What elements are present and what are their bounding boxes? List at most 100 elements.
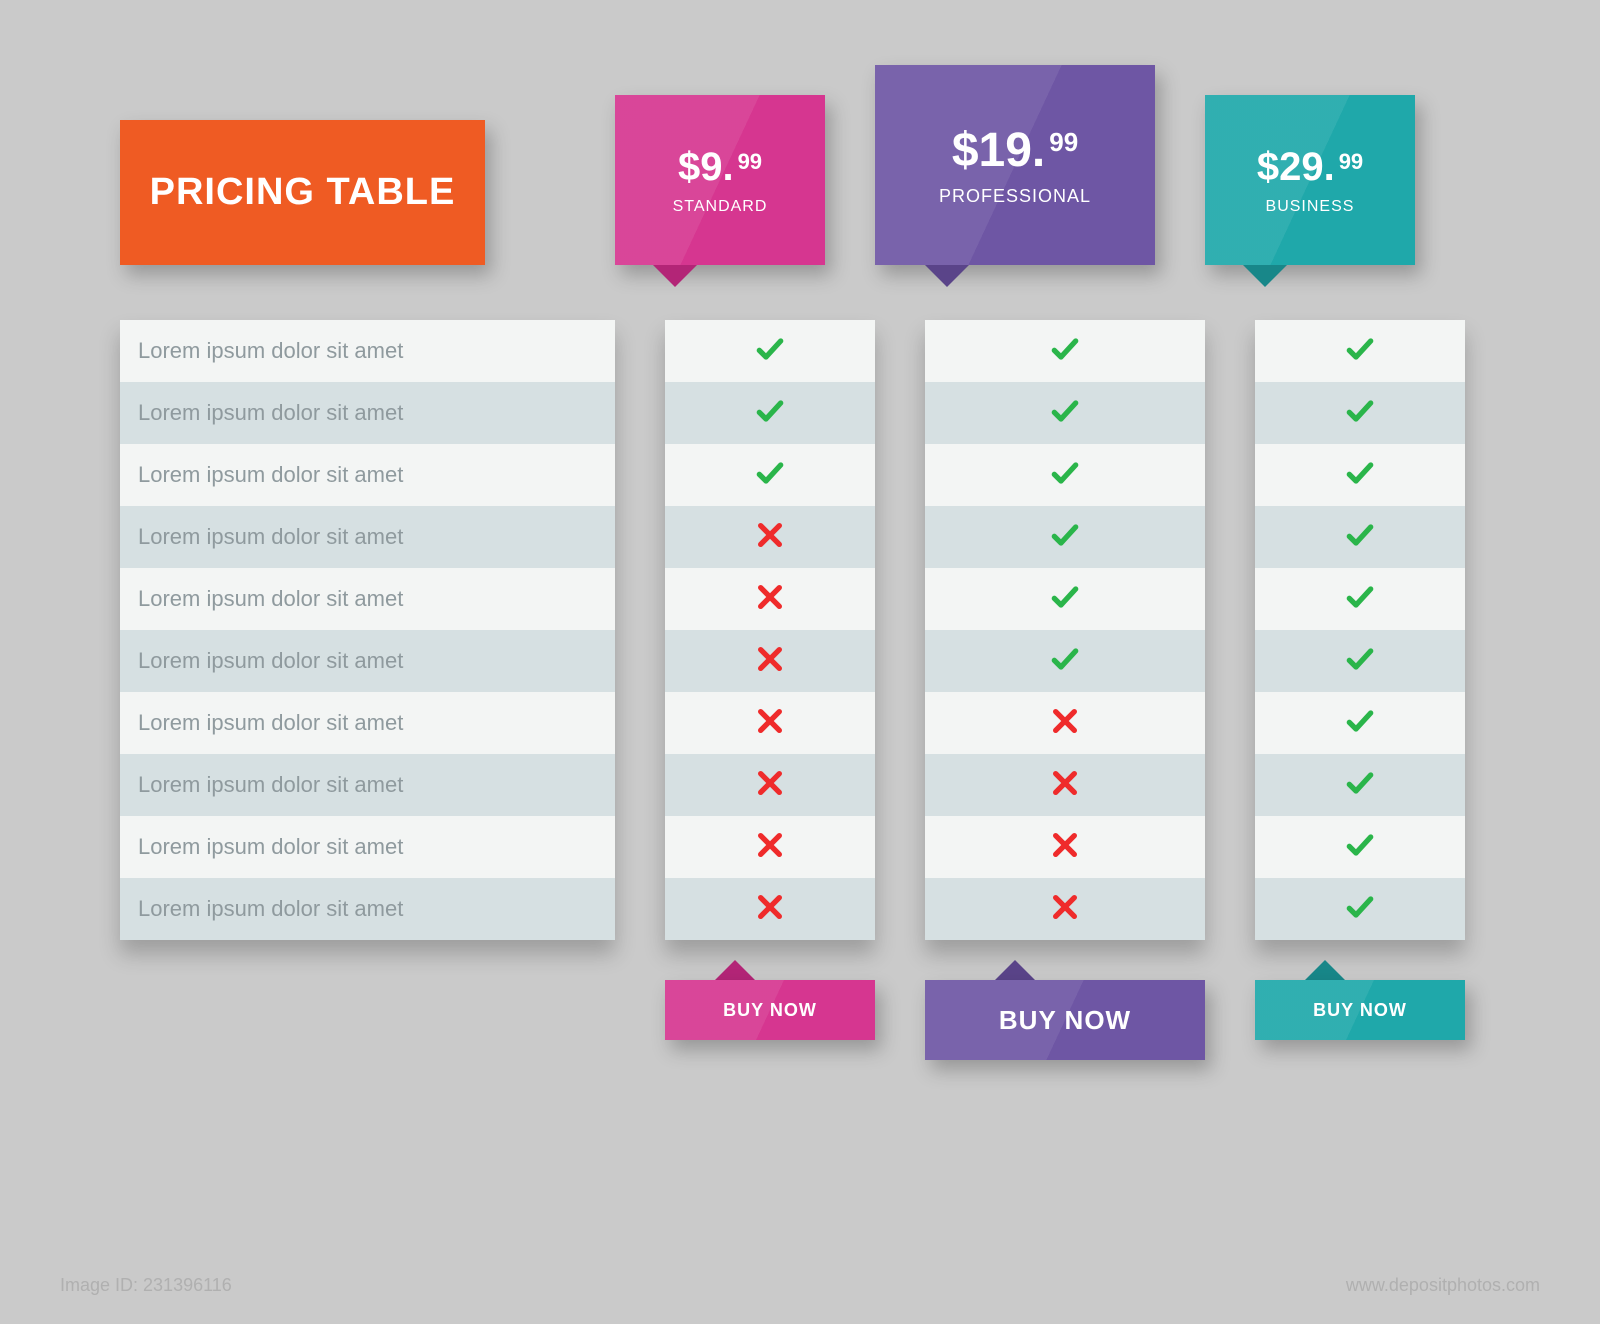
price-main: $9. [678,145,734,190]
check-icon [1344,829,1376,866]
feature-label: Lorem ipsum dolor sit amet [138,710,403,736]
cross-icon [1049,829,1081,866]
price-tag-business: $29. 99 BUSINESS [1205,95,1415,265]
buy-now-button[interactable]: BUY NOW [925,980,1205,1060]
feature-row: Lorem ipsum dolor sit amet [120,568,615,630]
cross-icon [754,581,786,618]
plan-name: BUSINESS [1266,198,1355,216]
cross-icon [1049,891,1081,928]
buy-now-button[interactable]: BUY NOW [665,980,875,1040]
feature-row: Lorem ipsum dolor sit amet [120,320,615,382]
site-url-text: www.depositphotos.com [1346,1275,1540,1296]
plan-cell [665,568,875,630]
price-tags: $9. 99 STANDARD $19. 99 PROFESSIONAL $29… [615,95,1415,265]
plan-cell [925,568,1205,630]
check-icon [1049,457,1081,494]
plan-cell [925,754,1205,816]
feature-label: Lorem ipsum dolor sit amet [138,772,403,798]
plan-cell [1255,382,1465,444]
plan-cell [665,506,875,568]
feature-row: Lorem ipsum dolor sit amet [120,630,615,692]
feature-label: Lorem ipsum dolor sit amet [138,834,403,860]
feature-label: Lorem ipsum dolor sit amet [138,400,403,426]
plan-cell [1255,878,1465,940]
check-icon [1344,395,1376,432]
plan-cell [665,444,875,506]
price-main: $19. [952,123,1045,178]
check-icon [1344,519,1376,556]
feature-row: Lorem ipsum dolor sit amet [120,878,615,940]
plan-cell [1255,444,1465,506]
pricing-container: PRICING TABLE $9. 99 STANDARD $19. 99 PR… [120,95,1480,940]
plan-cell [1255,816,1465,878]
header-row: PRICING TABLE $9. 99 STANDARD $19. 99 PR… [120,95,1480,265]
triangle-up-icon [1305,960,1345,980]
feature-label: Lorem ipsum dolor sit amet [138,338,403,364]
check-icon [754,457,786,494]
check-icon [1049,519,1081,556]
check-icon [1344,705,1376,742]
image-id-text: Image ID: 231396116 [60,1275,232,1296]
cross-icon [754,705,786,742]
footer: Image ID: 231396116 www.depositphotos.co… [0,1275,1600,1296]
pricing-table: Lorem ipsum dolor sit amet Lorem ipsum do… [120,320,1480,940]
feature-label: Lorem ipsum dolor sit amet [138,462,403,488]
triangle-up-icon [715,960,755,980]
plan-name: PROFESSIONAL [939,186,1091,207]
cross-icon [754,643,786,680]
check-icon [1049,395,1081,432]
check-icon [754,333,786,370]
title-text: PRICING TABLE [150,171,456,214]
check-icon [754,395,786,432]
feature-row: Lorem ipsum dolor sit amet [120,506,615,568]
plan-column-business: BUY NOW [1255,320,1465,940]
title-box: PRICING TABLE [120,120,485,265]
plan-cell [1255,754,1465,816]
buy-now-label: BUY NOW [723,1000,817,1021]
check-icon [1049,333,1081,370]
check-icon [1344,891,1376,928]
plan-cell [665,630,875,692]
feature-column: Lorem ipsum dolor sit amet Lorem ipsum do… [120,320,615,940]
plan-cell [665,878,875,940]
buy-now-label: BUY NOW [1313,1000,1407,1021]
plan-cell [665,816,875,878]
buy-now-button[interactable]: BUY NOW [1255,980,1465,1040]
cross-icon [754,519,786,556]
triangle-up-icon [995,960,1035,980]
plan-cell [665,754,875,816]
price-cents: 99 [738,149,762,175]
plan-cell [665,692,875,754]
plan-cell [925,878,1205,940]
feature-row: Lorem ipsum dolor sit amet [120,382,615,444]
buy-tag-professional: BUY NOW [925,960,1205,1060]
plan-cell [925,630,1205,692]
plan-cell [925,506,1205,568]
plan-cell [1255,320,1465,382]
price-main: $29. [1257,145,1335,190]
check-icon [1344,643,1376,680]
plan-cell [925,444,1205,506]
plan-cell [925,692,1205,754]
feature-label: Lorem ipsum dolor sit amet [138,896,403,922]
cross-icon [754,829,786,866]
plan-cell [1255,692,1465,754]
plan-column-standard: BUY NOW [665,320,875,940]
buy-tag-standard: BUY NOW [665,960,875,1040]
check-icon [1049,581,1081,618]
cross-icon [754,891,786,928]
plan-cell [925,382,1205,444]
check-icon [1344,333,1376,370]
cross-icon [1049,705,1081,742]
plan-cell [665,382,875,444]
price-cents: 99 [1339,149,1363,175]
feature-label: Lorem ipsum dolor sit amet [138,648,403,674]
plan-cell [925,816,1205,878]
feature-row: Lorem ipsum dolor sit amet [120,692,615,754]
price-tag-professional: $19. 99 PROFESSIONAL [875,65,1155,265]
cross-icon [754,767,786,804]
buy-tag-business: BUY NOW [1255,960,1465,1040]
price-value: $9. 99 [678,145,762,190]
feature-label: Lorem ipsum dolor sit amet [138,586,403,612]
plan-cell [1255,568,1465,630]
